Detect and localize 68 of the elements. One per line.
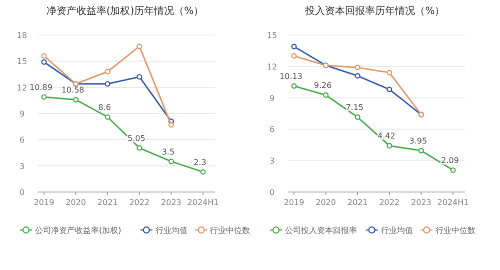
point <box>354 114 360 120</box>
data-label: 2.3 <box>194 158 206 167</box>
data-label: 8.6 <box>98 102 111 112</box>
y-tick-label: 9 <box>269 94 275 103</box>
x-tick-label: 2020 <box>66 198 86 207</box>
point <box>73 96 79 103</box>
data-label: 3.95 <box>409 136 428 146</box>
y-tick-label: 3 <box>269 156 275 166</box>
y-tick-label: 18 <box>16 31 28 40</box>
chart-title: 投入资本回报率历年情况（%） <box>304 5 445 17</box>
x-tick-label: 2021 <box>347 198 368 207</box>
point <box>450 167 456 173</box>
y-tick-label: 6 <box>269 125 275 134</box>
legend-label: 公司投入资本回报率 <box>285 226 357 235</box>
data-label: 10.13 <box>280 72 302 81</box>
point <box>104 114 110 120</box>
x-tick-label: 2022 <box>379 198 400 207</box>
point <box>168 158 174 164</box>
point <box>136 74 142 80</box>
x-tick-label: 2024H1 <box>187 198 219 207</box>
x-tick-label: 2019 <box>284 198 304 207</box>
legend-label: 行业中位数 <box>436 226 476 235</box>
legend-label: 行业均值 <box>155 226 188 235</box>
y-tick-label: 0 <box>269 188 275 197</box>
data-label: 2.09 <box>441 156 459 166</box>
x-tick-label: 2020 <box>316 198 336 207</box>
point <box>323 92 329 98</box>
point <box>168 122 174 128</box>
point <box>104 81 110 87</box>
point <box>136 44 142 50</box>
data-label: 10.89 <box>30 83 52 92</box>
point <box>104 68 110 74</box>
point <box>136 145 142 151</box>
point <box>41 94 47 100</box>
data-label: 3.5 <box>162 147 175 156</box>
x-tick-label: 2023 <box>411 198 432 207</box>
point <box>386 70 392 76</box>
y-tick-label: 6 <box>19 136 25 145</box>
point <box>386 142 392 149</box>
point <box>291 83 297 89</box>
y-tick-label: 15 <box>16 57 28 66</box>
data-label: 7.15 <box>346 103 364 112</box>
point <box>41 59 47 65</box>
data-label: 9.26 <box>314 81 332 90</box>
data-label: 10.58 <box>61 86 84 95</box>
legend-label: 行业中位数 <box>210 226 250 235</box>
y-tick-label: 12 <box>16 83 28 92</box>
point <box>41 53 47 59</box>
y-tick-label: 3 <box>19 162 25 171</box>
point <box>200 169 206 175</box>
point <box>354 64 360 70</box>
chart-title: 净资产收益率(加权)历年情况（%） <box>46 5 204 17</box>
y-tick-label: 12 <box>266 62 278 72</box>
x-tick-label: 2022 <box>129 198 150 207</box>
point <box>386 86 392 92</box>
point <box>418 148 424 154</box>
y-tick-label: 9 <box>19 110 25 118</box>
x-tick-label: 2024H1 <box>437 198 469 207</box>
point <box>291 44 297 50</box>
point <box>291 53 297 59</box>
x-tick-label: 2021 <box>97 198 118 207</box>
x-tick-label: 2023 <box>161 198 182 207</box>
y-tick-label: 15 <box>266 31 278 40</box>
x-tick-label: 2019 <box>34 198 54 207</box>
legend-label: 行业均值 <box>380 226 413 235</box>
point <box>354 73 360 79</box>
y-tick-label: 0 <box>19 188 25 197</box>
legend-label: 公司净资产收益率(加权) <box>35 226 122 235</box>
